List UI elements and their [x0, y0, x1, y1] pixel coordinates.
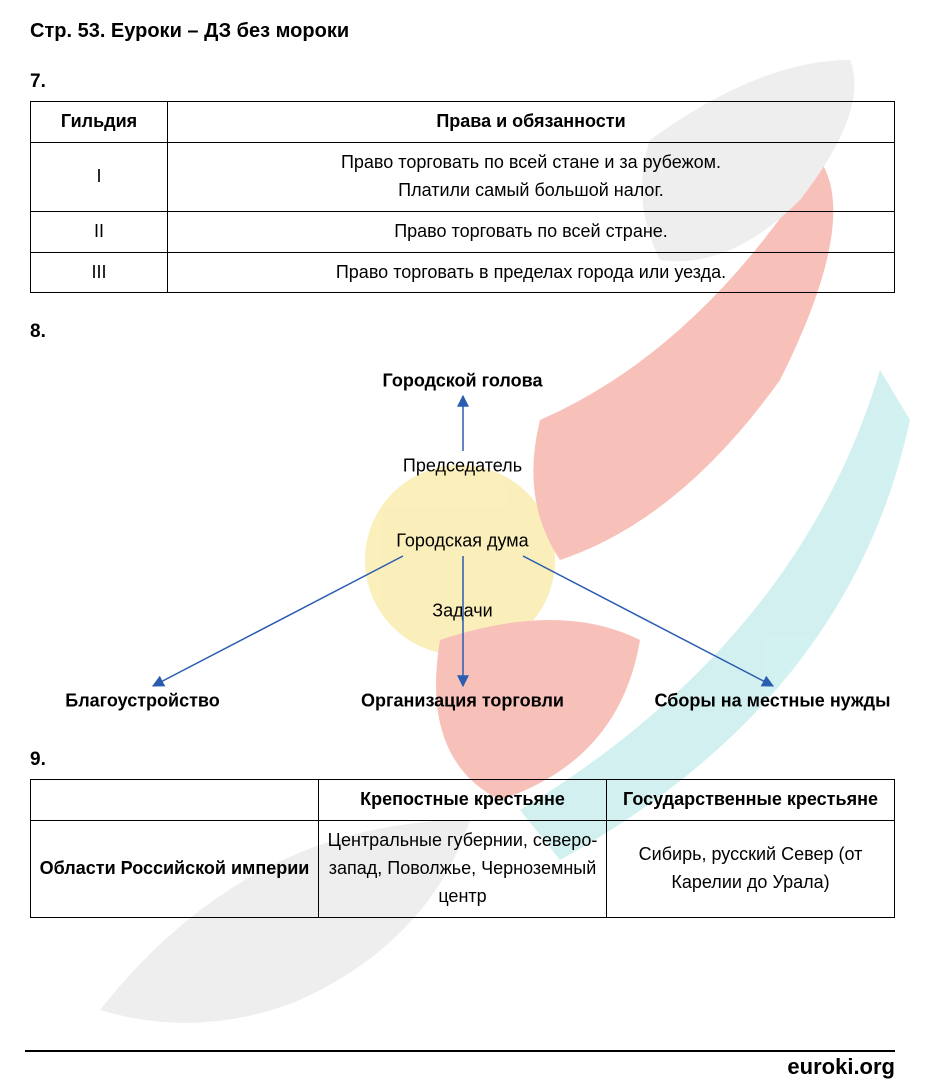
question-8-number: 8. — [30, 321, 895, 343]
page-title: Стр. 53. Еуроки – ДЗ без мороки — [30, 20, 895, 43]
t7-h0: Гильдия — [31, 102, 168, 143]
t9-h1: Крепостные крестьяне — [319, 780, 607, 821]
table-guilds: Гильдия Права и обязанности I Право торг… — [30, 101, 895, 293]
t7-r2c1: Право торговать в пределах города или уе… — [168, 252, 895, 293]
t7-r0c0: I — [31, 142, 168, 211]
t7-r1c1: Право торговать по всей стране. — [168, 211, 895, 252]
table-row: III Право торговать в пределах города ил… — [31, 252, 895, 293]
t7-r0c1: Право торговать по всей стане и за рубеж… — [168, 142, 895, 211]
t9-c1: Сибирь, русский Север (от Карелии до Ура… — [607, 821, 895, 918]
t9-h0 — [31, 780, 319, 821]
table-row: I Право торговать по всей стане и за руб… — [31, 142, 895, 211]
table-row: Области Российской империи Центральные г… — [31, 821, 895, 918]
city-government-diagram: Городской головаПредседательГородская ду… — [33, 351, 893, 731]
question-7-number: 7. — [30, 71, 895, 93]
table-peasants: Крепостные крестьяне Государственные кре… — [30, 779, 895, 918]
diagram-arrows — [33, 351, 893, 731]
t7-h1: Права и обязанности — [168, 102, 895, 143]
t9-h2: Государственные крестьяне — [607, 780, 895, 821]
question-9-number: 9. — [30, 749, 895, 771]
table-row: II Право торговать по всей стране. — [31, 211, 895, 252]
footer-credit: euroki.org — [25, 1050, 895, 1080]
t7-r1c0: II — [31, 211, 168, 252]
t7-r2c0: III — [31, 252, 168, 293]
t9-c0: Центральные губернии, северо-запад, Пово… — [319, 821, 607, 918]
t9-rowlabel: Области Российской империи — [31, 821, 319, 918]
